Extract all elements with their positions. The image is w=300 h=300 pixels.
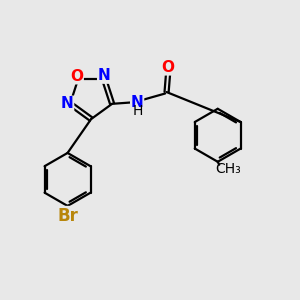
Text: N: N xyxy=(131,95,143,110)
Text: H: H xyxy=(133,103,143,118)
Text: N: N xyxy=(61,96,74,111)
Text: O: O xyxy=(162,60,175,75)
Text: CH₃: CH₃ xyxy=(215,161,241,176)
Text: N: N xyxy=(98,68,110,83)
Text: Br: Br xyxy=(57,207,78,225)
Text: O: O xyxy=(70,69,83,84)
